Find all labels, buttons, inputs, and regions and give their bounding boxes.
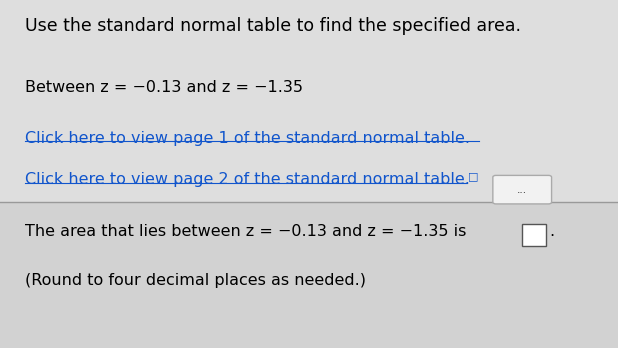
FancyBboxPatch shape [0, 202, 618, 348]
FancyBboxPatch shape [522, 224, 546, 246]
FancyBboxPatch shape [493, 175, 551, 204]
Text: Click here to view page 2 of the standard normal table.: Click here to view page 2 of the standar… [25, 172, 470, 187]
Text: □: □ [468, 171, 479, 181]
Text: Use the standard normal table to find the specified area.: Use the standard normal table to find th… [25, 17, 521, 35]
Text: The area that lies between z = −0.13 and z = −1.35 is: The area that lies between z = −0.13 and… [25, 224, 466, 239]
Text: Between z = −0.13 and z = −1.35: Between z = −0.13 and z = −1.35 [25, 80, 303, 95]
Text: .: . [549, 224, 554, 239]
FancyBboxPatch shape [0, 0, 618, 202]
Text: (Round to four decimal places as needed.): (Round to four decimal places as needed.… [25, 273, 366, 288]
Text: ...: ... [517, 185, 527, 195]
Text: Click here to view page 1 of the standard normal table.: Click here to view page 1 of the standar… [25, 130, 470, 145]
